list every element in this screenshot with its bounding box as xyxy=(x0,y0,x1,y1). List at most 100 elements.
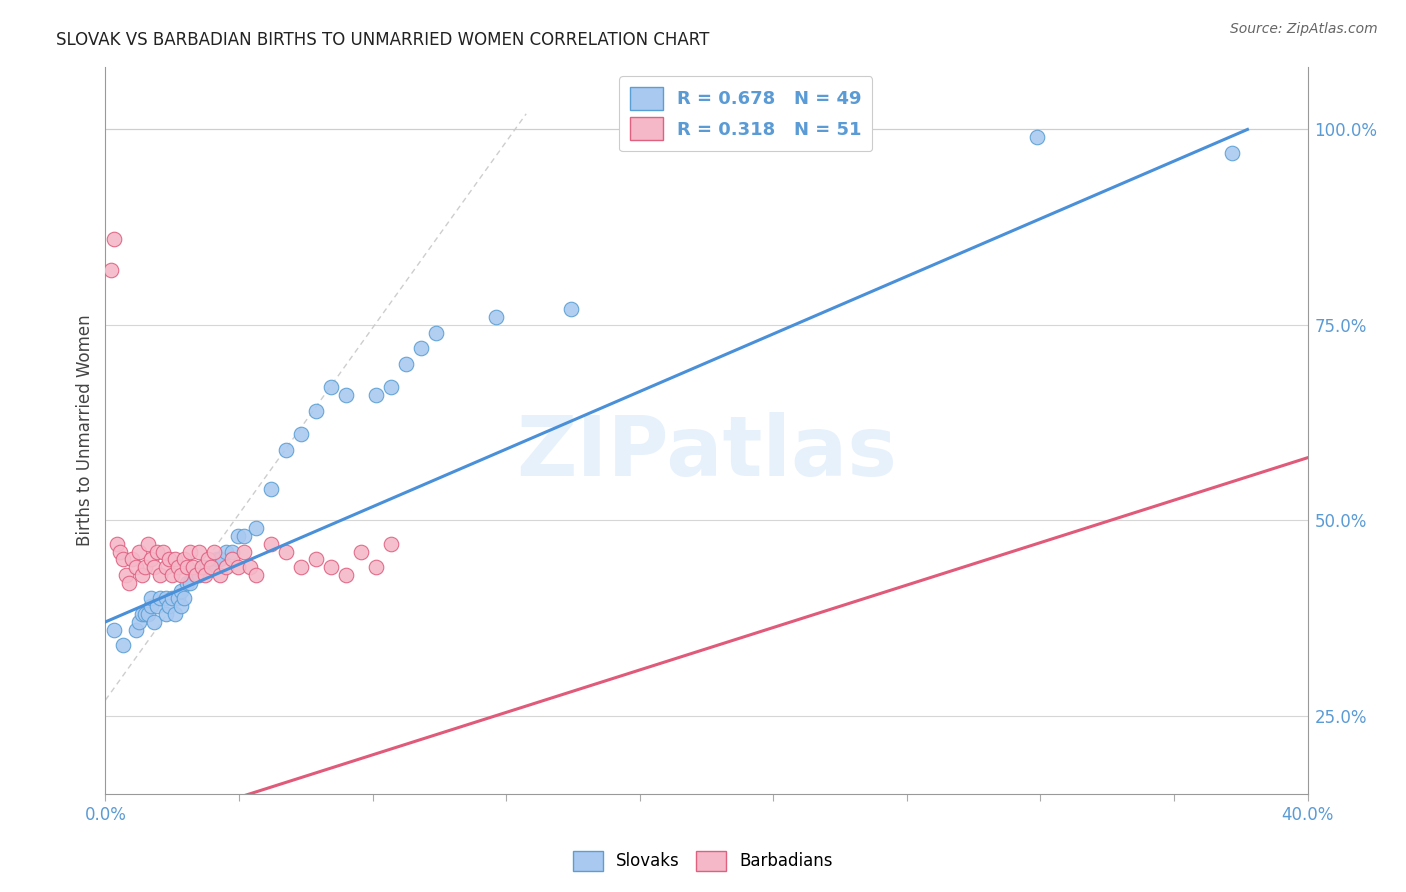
Point xyxy=(245,568,267,582)
Point xyxy=(169,568,191,582)
Legend: R = 0.678   N = 49, R = 0.318   N = 51: R = 0.678 N = 49, R = 0.318 N = 51 xyxy=(620,76,873,152)
Point xyxy=(181,560,204,574)
Point xyxy=(194,568,217,582)
Point xyxy=(290,427,312,442)
Point xyxy=(221,552,243,566)
Point xyxy=(169,583,191,598)
Point xyxy=(395,357,418,371)
Point xyxy=(131,607,153,621)
Point xyxy=(200,560,222,574)
Point xyxy=(124,623,146,637)
Point xyxy=(118,575,141,590)
Point xyxy=(364,388,387,402)
Point xyxy=(380,537,402,551)
Point xyxy=(128,544,150,558)
Point xyxy=(173,552,195,566)
Point xyxy=(136,607,159,621)
Point xyxy=(136,537,159,551)
Point xyxy=(187,568,209,582)
Point xyxy=(226,529,249,543)
Point xyxy=(139,552,162,566)
Point xyxy=(200,560,222,574)
Point xyxy=(134,560,156,574)
Point xyxy=(380,380,402,394)
Point xyxy=(112,638,135,652)
Point xyxy=(319,380,342,394)
Point xyxy=(202,544,225,558)
Point xyxy=(131,568,153,582)
Point xyxy=(226,560,249,574)
Point xyxy=(335,568,357,582)
Point xyxy=(184,568,207,582)
Point xyxy=(139,591,162,606)
Point xyxy=(152,544,174,558)
Point xyxy=(145,599,167,614)
Point xyxy=(115,568,138,582)
Point xyxy=(128,615,150,629)
Text: Source: ZipAtlas.com: Source: ZipAtlas.com xyxy=(1230,22,1378,37)
Point xyxy=(139,599,162,614)
Point xyxy=(134,607,156,621)
Point xyxy=(409,341,432,355)
Point xyxy=(148,591,170,606)
Point xyxy=(142,615,165,629)
Point xyxy=(166,560,188,574)
Point xyxy=(221,544,243,558)
Point xyxy=(364,560,387,574)
Text: SLOVAK VS BARBADIAN BIRTHS TO UNMARRIED WOMEN CORRELATION CHART: SLOVAK VS BARBADIAN BIRTHS TO UNMARRIED … xyxy=(56,31,710,49)
Point xyxy=(148,568,170,582)
Point xyxy=(112,552,135,566)
Point xyxy=(305,404,328,418)
Point xyxy=(208,568,231,582)
Point xyxy=(1026,130,1049,145)
Point xyxy=(179,544,201,558)
Point xyxy=(176,560,198,574)
Point xyxy=(1222,145,1244,160)
Point xyxy=(103,623,125,637)
Point xyxy=(155,591,177,606)
Point xyxy=(485,310,508,324)
Point xyxy=(274,544,297,558)
Point xyxy=(205,552,228,566)
Point xyxy=(110,544,132,558)
Point xyxy=(208,552,231,566)
Point xyxy=(190,560,212,574)
Point xyxy=(107,537,129,551)
Point xyxy=(232,529,254,543)
Point xyxy=(184,568,207,582)
Point xyxy=(155,560,177,574)
Point xyxy=(142,560,165,574)
Point xyxy=(160,591,183,606)
Point xyxy=(103,232,125,246)
Legend: Slovaks, Barbadians: Slovaks, Barbadians xyxy=(564,842,842,880)
Point xyxy=(214,560,236,574)
Point xyxy=(173,591,195,606)
Point xyxy=(305,552,328,566)
Point xyxy=(179,575,201,590)
Point xyxy=(166,591,188,606)
Point xyxy=(274,442,297,457)
Point xyxy=(157,552,180,566)
Point xyxy=(560,302,582,317)
Point xyxy=(239,560,262,574)
Point xyxy=(145,544,167,558)
Point xyxy=(245,521,267,535)
Y-axis label: Births to Unmarried Women: Births to Unmarried Women xyxy=(76,315,94,546)
Point xyxy=(155,607,177,621)
Point xyxy=(194,560,217,574)
Point xyxy=(121,552,143,566)
Text: ZIPatlas: ZIPatlas xyxy=(516,412,897,492)
Point xyxy=(335,388,357,402)
Point xyxy=(157,599,180,614)
Point xyxy=(214,544,236,558)
Point xyxy=(260,537,283,551)
Point xyxy=(350,544,373,558)
Point xyxy=(124,560,146,574)
Point xyxy=(425,326,447,340)
Point xyxy=(176,575,198,590)
Point xyxy=(163,552,186,566)
Point xyxy=(100,263,122,277)
Point xyxy=(160,568,183,582)
Point xyxy=(169,599,191,614)
Point xyxy=(260,482,283,496)
